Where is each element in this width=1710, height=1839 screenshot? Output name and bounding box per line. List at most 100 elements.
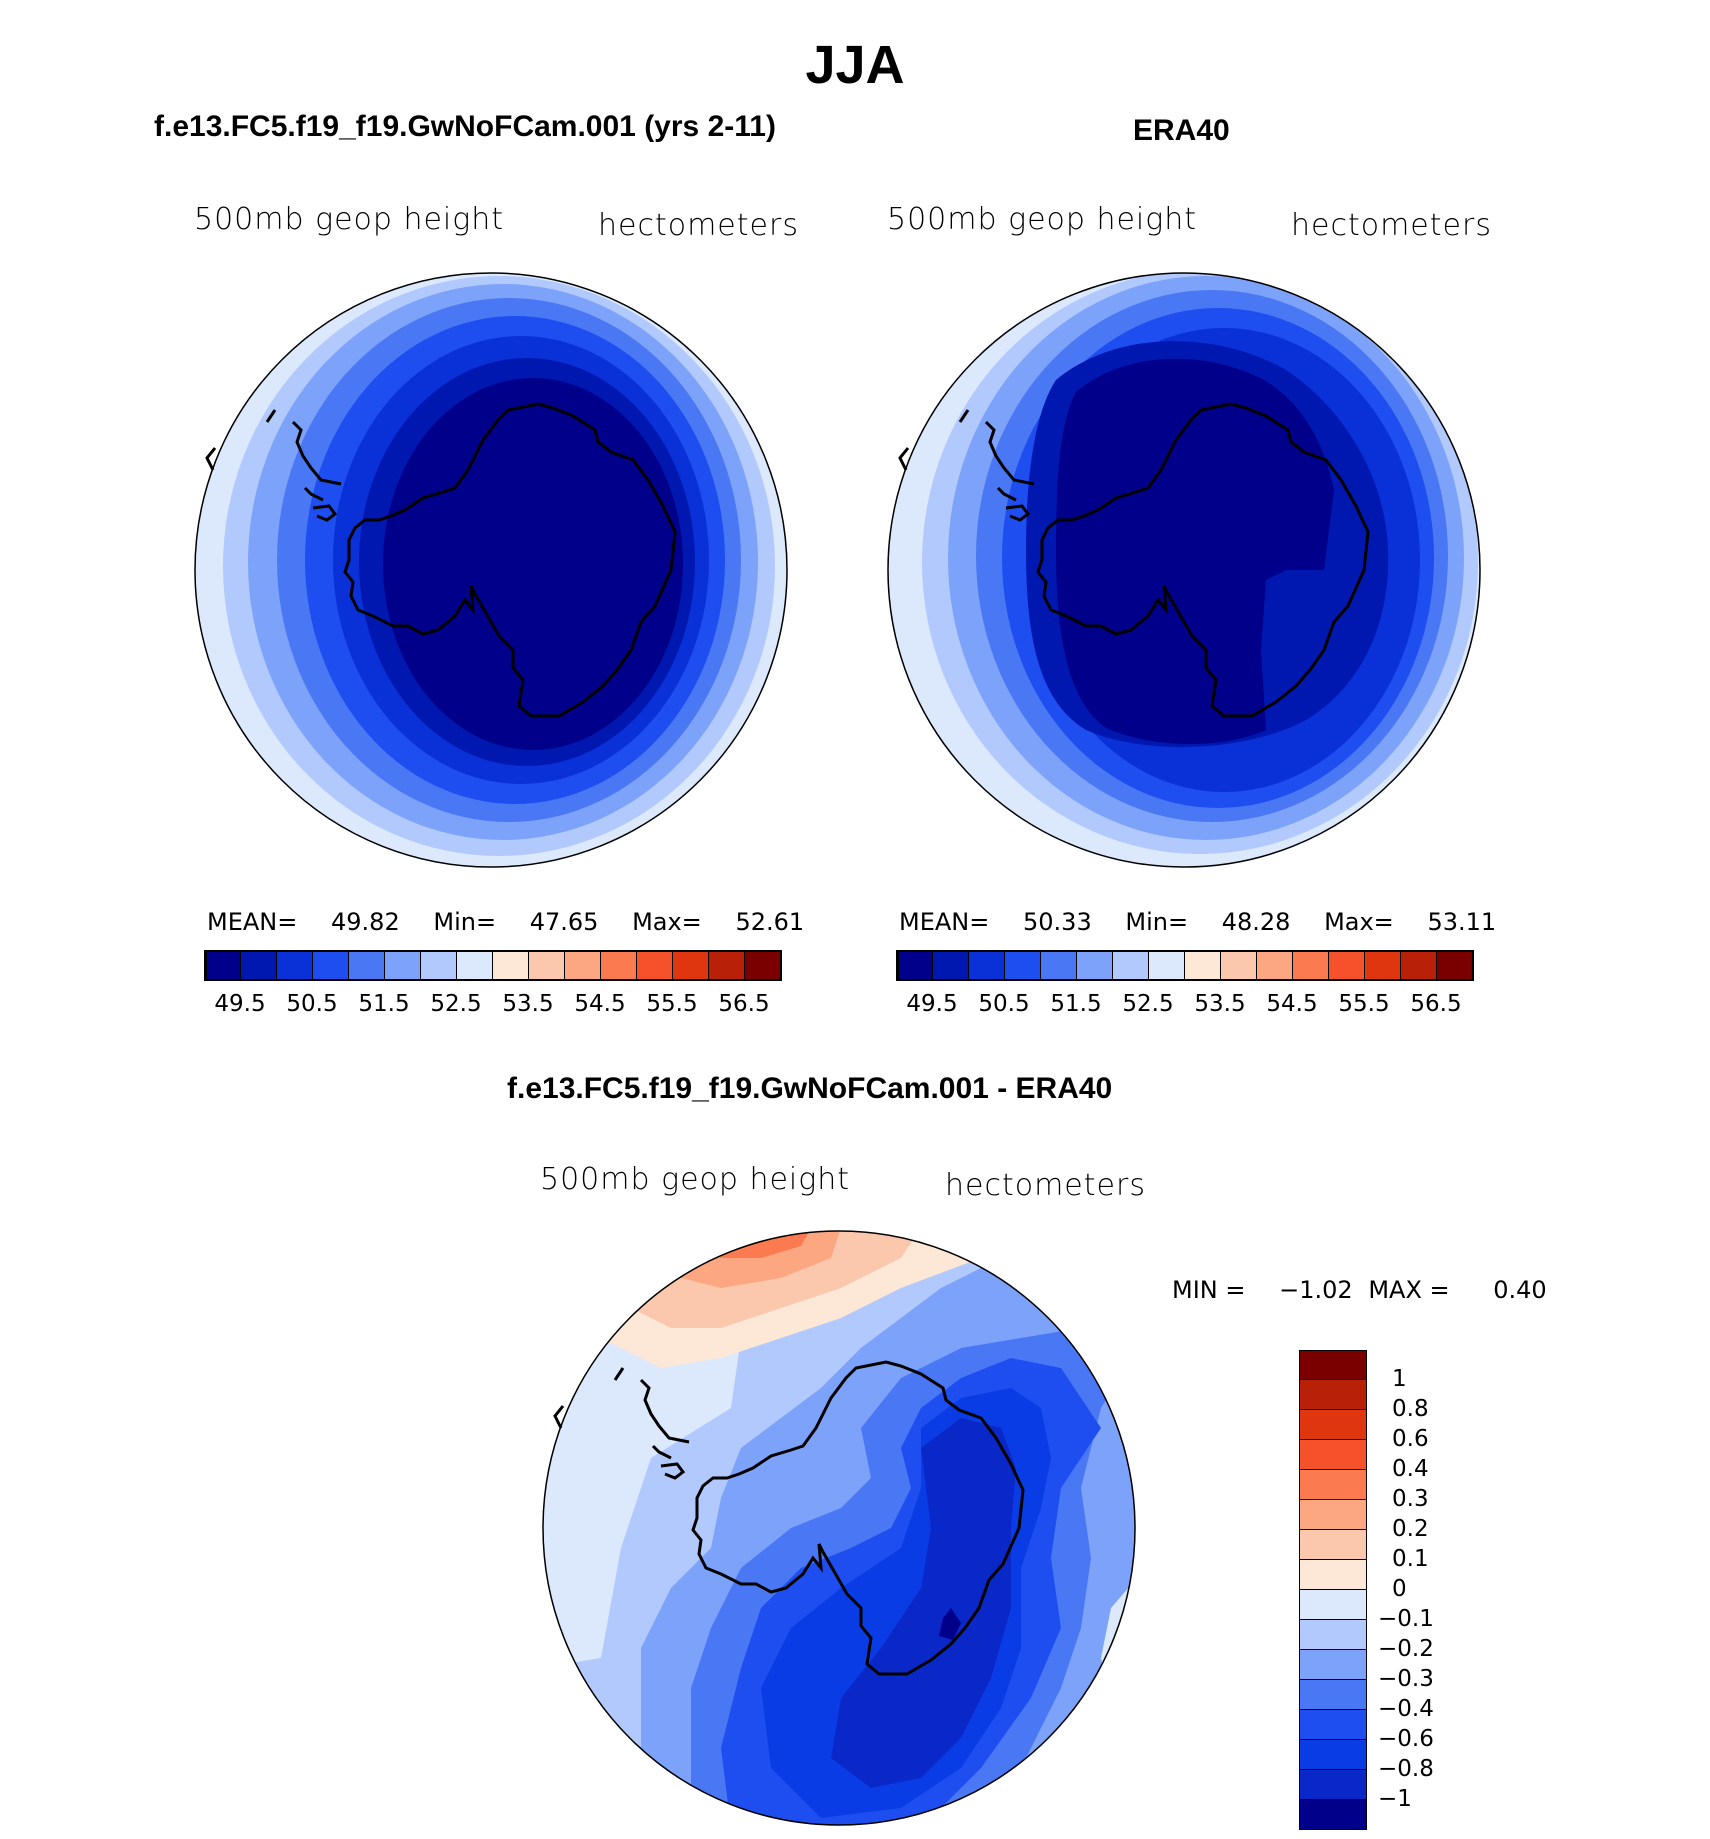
colorbar-tick-label: 50.5 — [286, 991, 338, 1017]
colorbar-swatch — [349, 951, 385, 980]
colorbar-tick-label: 51.5 — [1050, 991, 1102, 1017]
units-label-diff: hectometers — [945, 1168, 1146, 1203]
colorbar-model — [204, 950, 782, 981]
colorbar-swatch — [1299, 1740, 1367, 1770]
colorbar-tick-label: 1 — [1392, 1366, 1407, 1392]
min-label: Min= — [433, 908, 497, 936]
colorbar-era40 — [896, 950, 1474, 981]
colorbar-swatch — [1299, 1680, 1367, 1710]
colorbar-ticks-model: 49.5 50.5 51.5 52.5 53.5 54.5 55.5 56.5 — [204, 991, 780, 1021]
mean-label: MEAN= — [207, 908, 298, 936]
colorbar-tick-label: 50.5 — [978, 991, 1030, 1017]
colorbar-tick-label: −0.8 — [1378, 1756, 1434, 1782]
colorbar-tick-label: 53.5 — [502, 991, 554, 1017]
colorbar-swatch — [1299, 1380, 1367, 1410]
mean-label: MEAN= — [899, 908, 990, 936]
colorbar-tick-label: 0.6 — [1392, 1426, 1429, 1452]
page-title: JJA — [805, 35, 905, 95]
colorbar-swatch — [1221, 951, 1257, 980]
min-value: 48.28 — [1221, 908, 1291, 936]
colorbar-tick-label: 51.5 — [358, 991, 410, 1017]
colorbar-swatch — [457, 951, 493, 980]
colorbar-tick-label: 0.1 — [1392, 1546, 1429, 1572]
stats-diff: MIN = −1.02 MAX = 0.40 — [1172, 1276, 1547, 1304]
colorbar-swatch — [1149, 951, 1185, 980]
variable-label-model: 500mb geop height — [194, 202, 505, 237]
colorbar-tick-label: 0.2 — [1392, 1516, 1429, 1542]
mean-value: 49.82 — [331, 908, 400, 936]
stats-era40: MEAN= 50.33 Min= 48.28 Max= 53.11 — [899, 908, 1496, 936]
colorbar-diff — [1299, 1350, 1367, 1830]
colorbar-swatch — [1299, 1800, 1367, 1830]
colorbar-tick-label: −0.4 — [1378, 1696, 1434, 1722]
colorbar-swatch — [1299, 1710, 1367, 1740]
colorbar-tick-label: 54.5 — [574, 991, 626, 1017]
min-label: Min= — [1125, 908, 1189, 936]
colorbar-tick-label: 0 — [1392, 1576, 1407, 1602]
max-label: MAX = — [1368, 1276, 1450, 1304]
colorbar-swatch — [565, 951, 601, 980]
colorbar-swatch — [1113, 951, 1149, 980]
colorbar-tick-label: 52.5 — [1122, 991, 1174, 1017]
colorbar-swatch — [1299, 1470, 1367, 1500]
stats-model: MEAN= 49.82 Min= 47.65 Max= 52.61 — [207, 908, 804, 936]
colorbar-tick-label: 0.4 — [1392, 1456, 1429, 1482]
colorbar-swatch — [969, 951, 1005, 980]
colorbar-swatch — [1299, 1620, 1367, 1650]
colorbar-swatch — [313, 951, 349, 980]
mean-value: 50.33 — [1023, 908, 1092, 936]
colorbar-swatch — [1005, 951, 1041, 980]
colorbar-tick-label: −0.1 — [1378, 1606, 1434, 1632]
colorbar-tick-label: 56.5 — [1410, 991, 1462, 1017]
colorbar-swatch — [1299, 1500, 1367, 1530]
colorbar-swatch — [1437, 951, 1473, 980]
units-label-model: hectometers — [598, 208, 799, 243]
colorbar-swatch — [1041, 951, 1077, 980]
colorbar-tick-label: −1 — [1378, 1786, 1412, 1812]
variable-label-diff: 500mb geop height — [540, 1162, 851, 1197]
map-diff — [542, 1230, 1136, 1826]
colorbar-swatch — [493, 951, 529, 980]
colorbar-swatch — [933, 951, 969, 980]
map-era40 — [887, 272, 1481, 868]
colorbar-swatch — [637, 951, 673, 980]
colorbar-swatch — [1299, 1560, 1367, 1590]
colorbar-swatch — [385, 951, 421, 980]
colorbar-swatch — [1299, 1590, 1367, 1620]
colorbar-swatch — [673, 951, 709, 980]
panel-title-era40: ERA40 — [1133, 114, 1230, 147]
colorbar-swatch — [1299, 1440, 1367, 1470]
panel-title-model: f.e13.FC5.f19_f19.GwNoFCam.001 (yrs 2-11… — [154, 110, 776, 143]
colorbar-swatch — [421, 951, 457, 980]
colorbar-tick-label: 49.5 — [214, 991, 266, 1017]
panel-title-diff: f.e13.FC5.f19_f19.GwNoFCam.001 - ERA40 — [507, 1072, 1113, 1105]
colorbar-tick-label: 55.5 — [1338, 991, 1390, 1017]
min-value: 47.65 — [529, 908, 599, 936]
colorbar-swatch — [1299, 1770, 1367, 1800]
colorbar-tick-label: 53.5 — [1194, 991, 1246, 1017]
colorbar-swatch — [241, 951, 277, 980]
colorbar-swatch — [1401, 951, 1437, 980]
colorbar-ticks-diff: 1 0.8 0.6 0.4 0.3 0.2 0.1 0 −0.1 −0.2 −0.3 −0.4 −0.6… — [1378, 1350, 1478, 1830]
colorbar-tick-label: −0.2 — [1378, 1636, 1434, 1662]
colorbar-swatch — [1077, 951, 1113, 980]
colorbar-tick-label: 52.5 — [430, 991, 482, 1017]
colorbar-swatch — [1299, 1650, 1367, 1680]
colorbar-swatch — [897, 951, 933, 980]
colorbar-tick-label: 0.8 — [1392, 1396, 1429, 1422]
colorbar-swatch — [1185, 951, 1221, 980]
colorbar-swatch — [1329, 951, 1365, 980]
colorbar-tick-label: 55.5 — [646, 991, 698, 1017]
max-value: 53.11 — [1427, 908, 1497, 936]
colorbar-swatch — [1257, 951, 1293, 980]
colorbar-swatch — [277, 951, 313, 980]
colorbar-tick-label: −0.6 — [1378, 1726, 1434, 1752]
colorbar-tick-label: 56.5 — [718, 991, 770, 1017]
colorbar-tick-label: 49.5 — [906, 991, 958, 1017]
colorbar-swatch — [1365, 951, 1401, 980]
colorbar-tick-label: 0.3 — [1392, 1486, 1429, 1512]
min-value: −1.02 — [1279, 1276, 1353, 1304]
max-label: Max= — [632, 908, 702, 936]
colorbar-swatch — [1293, 951, 1329, 980]
min-label: MIN = — [1172, 1276, 1246, 1304]
